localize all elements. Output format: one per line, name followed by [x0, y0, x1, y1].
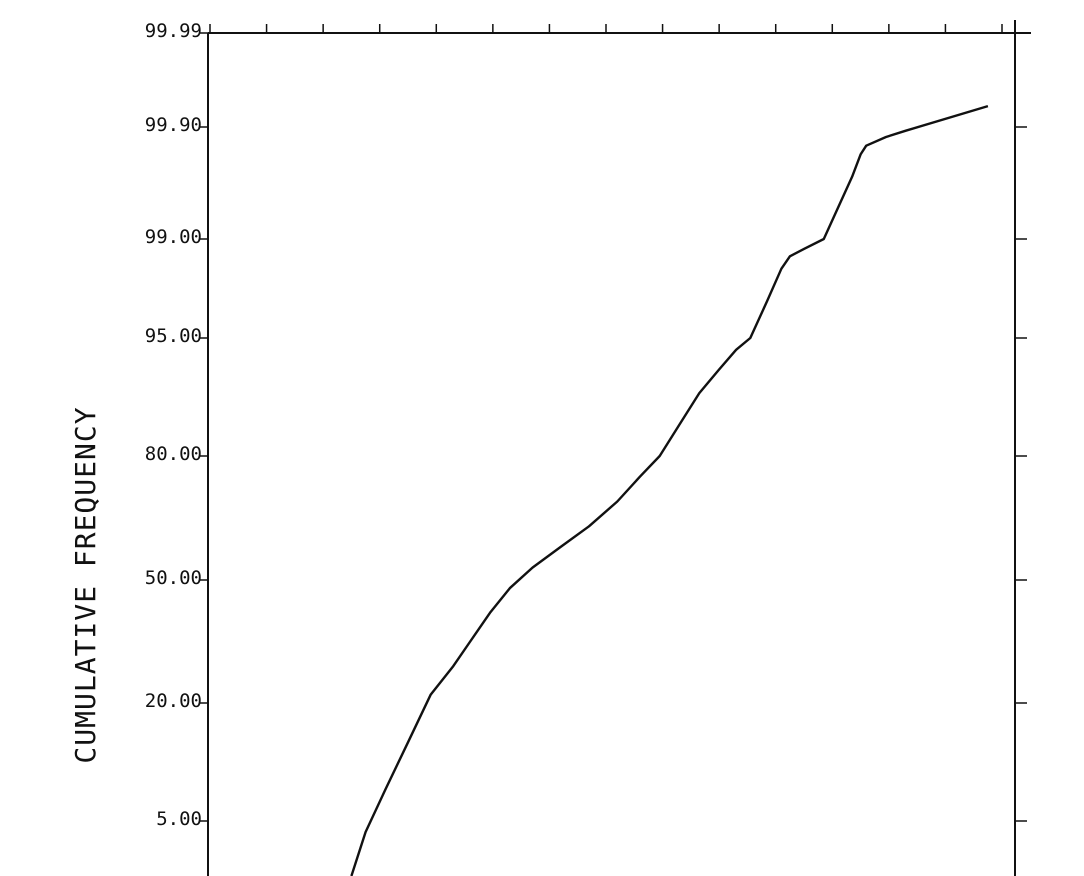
cumulative-frequency-line — [350, 104, 989, 876]
y-tick-label-3: 95.00 — [145, 325, 202, 347]
y-tick-label-4: 80.00 — [145, 443, 202, 465]
y-axis-title: CUMULATIVE FREQUENCY — [69, 406, 102, 763]
y-tick-label-5: 50.00 — [145, 567, 202, 589]
y-tick-label-2: 99.00 — [145, 226, 202, 248]
y-tick-label-1: 99.90 — [145, 114, 202, 136]
y-axis-left: 99.99 99.90 99.00 95.00 80.00 50.00 20.00 5.00 — [145, 20, 208, 830]
y-tick-label-6: 20.00 — [145, 690, 202, 712]
y-tick-label-0: 99.99 — [145, 20, 202, 42]
y-tick-label-7: 5.00 — [156, 808, 202, 830]
y-axis-right — [1015, 126, 1027, 822]
x-tick-marks — [209, 24, 1003, 33]
